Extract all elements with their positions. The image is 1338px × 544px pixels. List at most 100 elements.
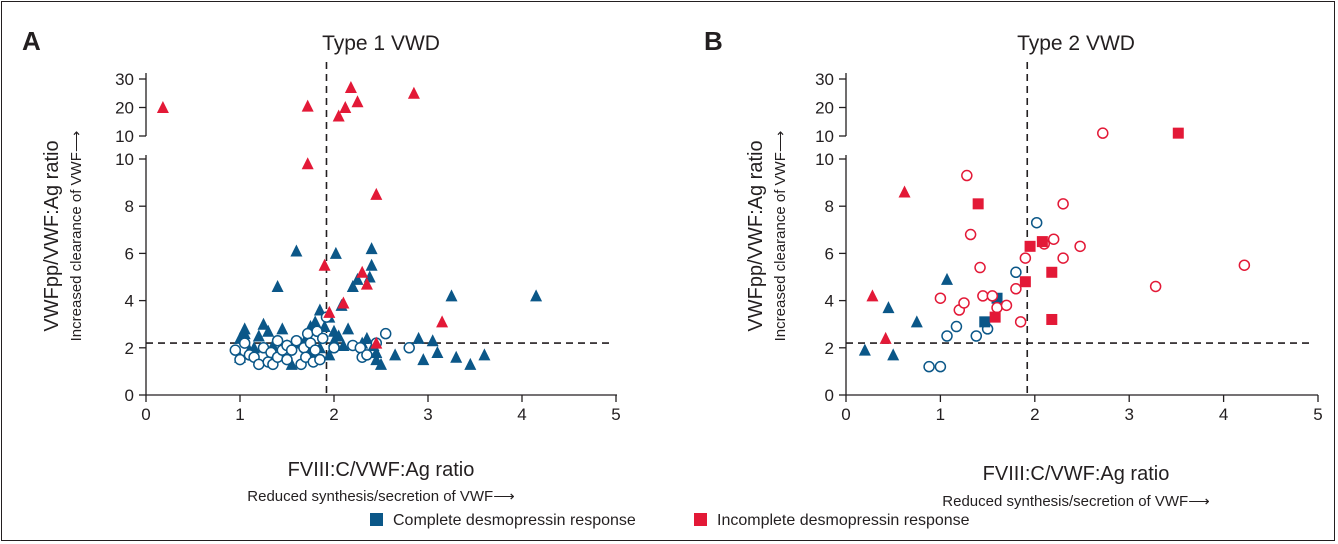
- data-point-filled-triangle: [344, 81, 357, 94]
- panel-a-x-tick-label: 3: [423, 405, 432, 424]
- data-point-filled-triangle: [346, 279, 359, 292]
- data-point-filled-triangle: [257, 317, 270, 330]
- data-point-open-circle: [941, 330, 953, 342]
- data-point-open-circle: [977, 290, 989, 302]
- data-point-filled-triangle: [910, 315, 923, 328]
- data-point-open-circle: [281, 353, 293, 366]
- panel-a-y-tick-label: 2: [125, 339, 134, 358]
- data-point-open-circle: [1014, 316, 1027, 328]
- data-point-filled-triangle: [436, 315, 449, 328]
- data-point-filled-triangle: [313, 303, 326, 316]
- data-point-open-circle: [285, 344, 298, 356]
- data-point-filled-square: [1024, 240, 1036, 252]
- data-point-open-circle: [1057, 198, 1069, 210]
- data-point-filled-triangle: [360, 277, 373, 290]
- panel-a-x-tick-label: 4: [517, 405, 526, 424]
- data-point-open-circle: [379, 327, 392, 340]
- data-point-filled-triangle: [389, 348, 402, 361]
- panel-letter-b: B: [704, 26, 723, 56]
- panel-a-y-tick-label: 4: [125, 292, 134, 311]
- data-point-open-circle: [309, 344, 321, 356]
- data-point-filled-triangle: [365, 258, 378, 271]
- data-point-open-circle: [970, 330, 983, 342]
- panel-b-x-tick-label: 0: [841, 405, 850, 424]
- data-point-filled-triangle: [866, 289, 879, 302]
- data-point-open-circle: [934, 292, 947, 304]
- data-point-open-circle: [1019, 252, 1032, 264]
- data-point-open-circle: [1074, 240, 1086, 253]
- data-point-open-circle: [403, 342, 415, 354]
- data-point-open-circle: [314, 353, 326, 366]
- panel-b-series-5: [972, 127, 1184, 325]
- data-point-open-circle: [1097, 127, 1109, 139]
- data-point-filled-triangle: [252, 329, 265, 342]
- legend-swatch-incomplete: [694, 513, 707, 526]
- data-point-filled-triangle: [365, 242, 378, 255]
- data-point-filled-triangle: [271, 279, 284, 292]
- panel-b-y-tick-label-upper: 20: [815, 99, 834, 118]
- data-point-filled-square: [989, 311, 1001, 323]
- data-point-open-circle: [316, 332, 329, 345]
- data-point-filled-triangle: [238, 322, 251, 335]
- legend-label-complete: Complete desmopressin response: [393, 512, 636, 529]
- data-point-open-circle: [958, 297, 970, 309]
- data-point-filled-triangle: [375, 357, 387, 370]
- panel-a-x-tick-label: 5: [611, 405, 620, 424]
- data-point-open-circle: [986, 290, 999, 302]
- data-point-open-circle: [1000, 299, 1013, 312]
- data-point-filled-triangle: [360, 331, 373, 344]
- data-point-filled-triangle: [337, 296, 350, 309]
- data-point-open-circle: [1149, 280, 1162, 293]
- panel-b-x-tick-label: 1: [936, 405, 945, 424]
- data-point-open-circle: [301, 327, 314, 340]
- data-point-open-circle: [923, 360, 935, 373]
- data-point-filled-triangle: [262, 324, 275, 337]
- data-point-filled-square: [1046, 313, 1058, 325]
- panel-b-series-0: [858, 272, 954, 361]
- panel-b: B Type 2 VWD FVIII:C/VWF:Ag ratio Reduce…: [704, 26, 1323, 510]
- data-point-filled-triangle: [323, 348, 336, 361]
- data-point-open-circle: [234, 353, 246, 366]
- panel-a-y-tick-label: 10: [115, 150, 134, 169]
- data-point-filled-triangle: [323, 305, 336, 318]
- panel-b-x-tick-label: 5: [1313, 405, 1322, 424]
- data-point-filled-triangle: [290, 244, 303, 257]
- panel-a-series-1: [229, 311, 415, 371]
- data-point-filled-triangle: [431, 346, 444, 359]
- data-point-filled-triangle: [342, 322, 355, 335]
- data-point-filled-triangle: [332, 109, 345, 122]
- data-point-open-circle: [991, 301, 1003, 314]
- data-point-filled-triangle: [887, 348, 900, 361]
- data-point-filled-triangle: [301, 157, 314, 170]
- data-point-filled-triangle: [941, 272, 954, 285]
- data-point-filled-triangle: [356, 265, 369, 278]
- data-point-filled-triangle: [351, 95, 364, 108]
- data-point-filled-triangle: [329, 246, 342, 259]
- panel-b-y-tick-label: 0: [825, 386, 834, 405]
- data-point-filled-triangle: [332, 329, 345, 342]
- panel-a-title: Type 1 VWD: [322, 32, 440, 55]
- data-point-open-circle: [1010, 266, 1022, 279]
- panel-b-x-tick-label: 2: [1030, 405, 1039, 424]
- data-point-open-circle: [253, 358, 265, 371]
- data-point-filled-square: [972, 198, 984, 210]
- data-point-filled-triangle: [370, 187, 383, 200]
- data-point-filled-triangle: [426, 334, 439, 347]
- panel-a-y-tick-label-upper: 30: [115, 70, 134, 89]
- data-point-filled-triangle: [301, 99, 314, 112]
- panel-a-x-tick-label: 1: [235, 405, 244, 424]
- panel-b-y-tick-label-upper: 30: [815, 70, 834, 89]
- data-point-open-circle: [964, 228, 977, 241]
- panel-b-ylabel-sub: Increased clearance of VWF⟶: [772, 131, 789, 342]
- data-point-open-circle: [974, 261, 986, 274]
- data-point-open-circle: [1030, 216, 1043, 229]
- panel-b-series-3: [866, 185, 911, 344]
- data-point-filled-square: [1172, 127, 1184, 139]
- panel-b-x-tick-label: 4: [1219, 405, 1228, 424]
- data-point-filled-triangle: [339, 101, 352, 113]
- data-point-filled-triangle: [478, 348, 491, 361]
- data-point-open-circle: [290, 334, 303, 347]
- panel-a-y-tick-label: 8: [125, 197, 134, 216]
